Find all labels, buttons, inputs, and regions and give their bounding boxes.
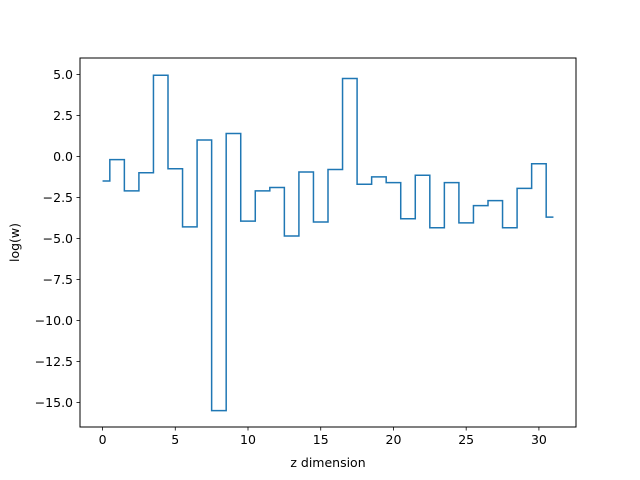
y-tick-label: 0.0 xyxy=(53,149,73,164)
x-tick-label: 0 xyxy=(99,432,107,447)
x-tick-label: 15 xyxy=(313,432,329,447)
x-tick-label: 10 xyxy=(240,432,256,447)
y-axis: 5.0 2.5 0.0 −2.5 −5.0 −7.5 −10.0 −12.5 −15.0 xyxy=(35,67,80,410)
y-axis-label: log(w) xyxy=(7,223,22,262)
x-tick-label: 20 xyxy=(386,432,402,447)
series-line-0 xyxy=(102,74,554,412)
x-tick-label: 5 xyxy=(171,432,179,447)
x-tick-label: 30 xyxy=(531,432,547,447)
y-tick-label: −12.5 xyxy=(35,354,73,369)
y-tick-label: −15.0 xyxy=(35,395,73,410)
y-tick-label: −7.5 xyxy=(43,272,73,287)
y-tick-label: −2.5 xyxy=(43,190,73,205)
y-tick-label: 2.5 xyxy=(53,108,73,123)
y-tick-label: 5.0 xyxy=(53,67,73,82)
series-layer xyxy=(102,74,554,412)
x-axis-label: z dimension xyxy=(290,455,365,470)
y-tick-label: −5.0 xyxy=(43,231,73,246)
x-tick-label: 25 xyxy=(458,432,474,447)
y-tick-label: −10.0 xyxy=(35,313,73,328)
plot-frame xyxy=(79,57,577,428)
x-axis: 0 5 10 15 20 25 30 xyxy=(99,427,547,447)
